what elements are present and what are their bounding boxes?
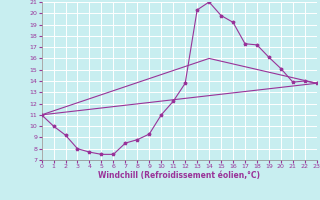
X-axis label: Windchill (Refroidissement éolien,°C): Windchill (Refroidissement éolien,°C) [98, 171, 260, 180]
